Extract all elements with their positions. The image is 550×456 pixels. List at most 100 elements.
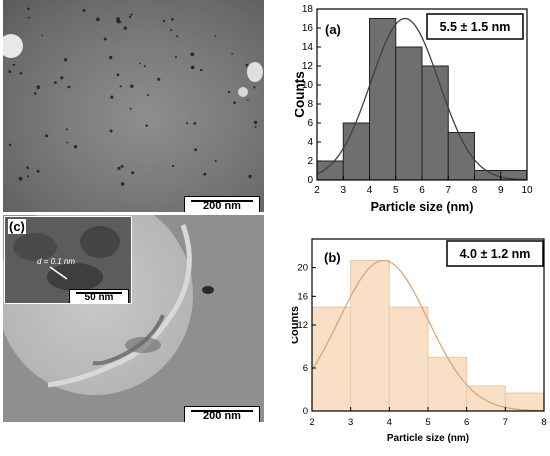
particle-dot [203,172,207,176]
particle-dot [66,141,69,144]
particle-dot [143,65,146,68]
particle-dot [109,129,113,133]
y-tick-label: 0 [307,175,313,186]
particle-dot [60,76,64,80]
hrtem-inset: (c) d = 0.1 nm 50 nm [4,216,132,304]
gaussian-fit-curve [316,17,528,181]
x-tick-label: 7 [503,417,508,428]
particle-dot [67,85,71,89]
particle-dot [247,99,249,101]
y-tick-label: 16 [302,23,314,34]
particle-dot [36,85,41,90]
particle-dot [116,17,120,21]
particle-dot [8,70,12,73]
particle-dot [162,19,166,23]
particle-dot [130,13,133,16]
particle-dot [131,171,135,175]
particle-dot [116,73,120,77]
particle-dot [253,86,256,89]
x-axis-label: Particle size (nm) [387,433,469,444]
particle-dot [170,29,173,32]
x-tick-label: 2 [314,185,320,196]
particle-dot [110,95,114,99]
scale-bar-label: 50 nm [84,292,114,303]
particle-dot [45,134,49,138]
x-tick-label: 5 [425,417,430,428]
y-tick-label: 16 [297,291,308,302]
x-tick-label: 4 [387,417,392,428]
x-tick-label: 3 [340,185,346,196]
scale-bar-top: 200 nm [184,196,260,212]
lattice-spacing-label: d = 0.1 nm [37,257,76,266]
y-tick-label: 12 [297,320,308,331]
x-tick-label: 2 [309,417,314,428]
particle-dot [200,68,203,72]
particle-dot [175,56,177,58]
particle-dot [233,101,236,104]
y-axis-label: Counts [295,71,307,118]
histogram-bar [316,160,344,181]
particle-dot [63,58,68,62]
particle-dot [214,160,217,162]
particle-dot [73,145,78,149]
histogram-bar [369,18,397,181]
particle-dot [254,125,257,128]
particle-dot [120,182,125,186]
y-tick-label: 18 [302,4,314,15]
particle-dot [190,65,195,70]
panel-label: (b) [324,250,341,265]
scale-bar-label: 200 nm [203,200,241,212]
y-tick-label: 6 [303,363,308,374]
particle-dot [157,77,161,81]
tem-bottom-texture [3,215,264,422]
histogram-b: 2 3 4 5 6 7 8 0 6 12 16 20 Particle size (nm) Counts (… [292,238,547,444]
y-tick-label: 0 [303,406,308,417]
particle-dot [147,94,150,97]
panel-label-c: (c) [8,219,26,234]
particle-cluster [125,337,161,353]
x-tick-label: 10 [521,185,533,196]
particle-dot [245,63,249,67]
particle-dot [172,164,175,167]
particle-dot [190,52,195,57]
histogram-bar [350,260,390,412]
particle-dot [36,169,40,173]
particle-dot [176,35,179,38]
y-tick-label: 12 [302,61,314,72]
bright-spot [3,34,23,58]
bright-spot [247,62,263,82]
particle-dot [82,9,86,12]
x-tick-label: 5 [393,185,399,196]
histogram-bar [447,132,475,181]
particle-dot [103,37,107,41]
scale-bar-bottom: 200 nm [184,406,260,422]
particle-dot [248,174,252,179]
particle-dot [123,26,128,30]
stat-box [426,13,524,40]
stat-label: 4.0 ± 1.2 nm [460,247,531,261]
stat-label: 5.5 ± 1.5 nm [440,20,511,34]
y-tick-label: 6 [307,118,313,129]
scale-bar-label: 200 nm [203,410,241,422]
particle-dot [130,84,134,88]
particle-dot [119,85,122,88]
tem-image-top: 200 nm [3,0,264,212]
particle-dot [128,15,132,19]
histogram-bar [427,356,468,412]
particle-dot [12,63,16,67]
tem-image-bottom: (c) d = 0.1 nm 50 nm 200 nm [3,215,264,422]
histogram-bar [466,385,506,412]
particle-dot [186,122,189,125]
particle-dot [214,35,217,37]
particle-dot [171,17,174,21]
particle-dot [27,16,30,19]
particle-dot [26,166,29,170]
y-tick-label: 8 [307,99,313,110]
x-tick-label: 6 [419,185,425,196]
particle-dot [26,175,29,178]
particle-dot [53,81,57,84]
x-tick-label: 8 [541,417,546,428]
particle [202,286,214,294]
x-axis-label: Particle size (nm) [371,200,474,214]
